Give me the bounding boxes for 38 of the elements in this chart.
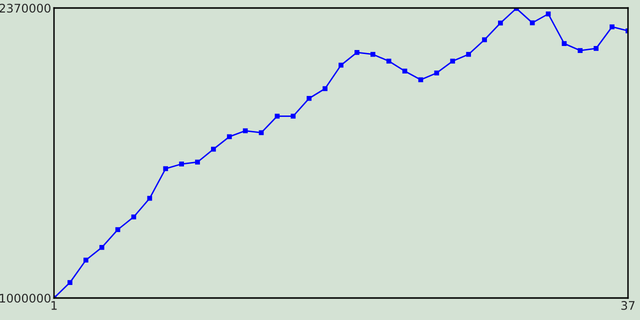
point (179, 162, 184, 166)
point (131, 214, 136, 220)
point (195, 160, 200, 165)
point (354, 50, 360, 55)
point (226, 134, 232, 140)
point (83, 258, 88, 263)
point (466, 52, 471, 57)
point (147, 196, 152, 201)
point (306, 96, 312, 101)
point (578, 48, 583, 53)
point (386, 58, 392, 64)
point (498, 20, 503, 26)
point (99, 244, 104, 250)
point (610, 24, 614, 30)
point (274, 114, 280, 119)
point (402, 68, 408, 74)
point (434, 70, 440, 76)
point (338, 62, 344, 68)
x-tick-label: 1 (52, 301, 57, 310)
point (211, 146, 216, 152)
point (322, 86, 328, 92)
point (530, 20, 535, 26)
x-tick-label: 37 (621, 300, 634, 310)
point (450, 58, 456, 64)
point (290, 114, 296, 119)
point (163, 166, 168, 172)
point (482, 37, 487, 42)
point (242, 128, 248, 134)
point (370, 52, 376, 57)
point (258, 130, 264, 136)
point (562, 41, 567, 46)
line-series (54, 8, 628, 298)
y-tick-label: 2370000 (0, 4, 50, 13)
point (594, 46, 599, 51)
point (68, 280, 72, 285)
point (115, 227, 120, 232)
y-tick-label: 1000000 (0, 294, 50, 303)
point (546, 11, 551, 16)
